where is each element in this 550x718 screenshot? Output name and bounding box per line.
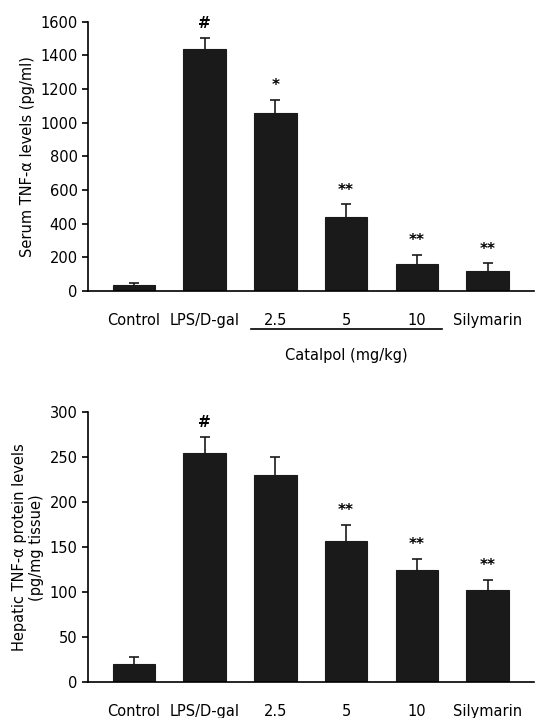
Text: Control: Control (107, 313, 161, 327)
Text: **: ** (409, 233, 425, 248)
Text: 5: 5 (342, 313, 351, 327)
Text: 5: 5 (342, 704, 351, 718)
Text: 2.5: 2.5 (263, 313, 287, 327)
Y-axis label: Hepatic TNF-α protein levels
(pg/mg tissue): Hepatic TNF-α protein levels (pg/mg tiss… (12, 444, 44, 651)
Text: Catalpol (mg/kg): Catalpol (mg/kg) (285, 348, 408, 363)
Text: Silymarin: Silymarin (453, 704, 522, 718)
Bar (113, 664, 155, 682)
Text: Control: Control (107, 704, 161, 718)
Bar (184, 453, 226, 682)
Bar (254, 113, 296, 292)
Y-axis label: Serum TNF-α levels (pg/ml): Serum TNF-α levels (pg/ml) (20, 56, 35, 257)
Text: 10: 10 (408, 313, 426, 327)
Text: 2.5: 2.5 (263, 704, 287, 718)
Text: #: # (199, 16, 211, 31)
Text: LPS/D-gal: LPS/D-gal (170, 313, 240, 327)
Bar (254, 475, 296, 682)
Text: *: * (271, 78, 279, 93)
Text: **: ** (409, 537, 425, 552)
Bar (466, 590, 509, 682)
Bar (325, 541, 367, 682)
Text: Silymarin: Silymarin (453, 313, 522, 327)
Text: **: ** (480, 558, 496, 573)
Bar (325, 217, 367, 292)
Text: **: ** (480, 242, 496, 256)
Text: **: ** (338, 503, 354, 518)
Text: #: # (199, 415, 211, 430)
Text: **: ** (338, 182, 354, 197)
Bar (395, 264, 438, 292)
Bar (113, 285, 155, 292)
Text: LPS/D-gal: LPS/D-gal (170, 704, 240, 718)
Bar (466, 271, 509, 292)
Bar (395, 570, 438, 682)
Bar (184, 49, 226, 292)
Text: 10: 10 (408, 704, 426, 718)
